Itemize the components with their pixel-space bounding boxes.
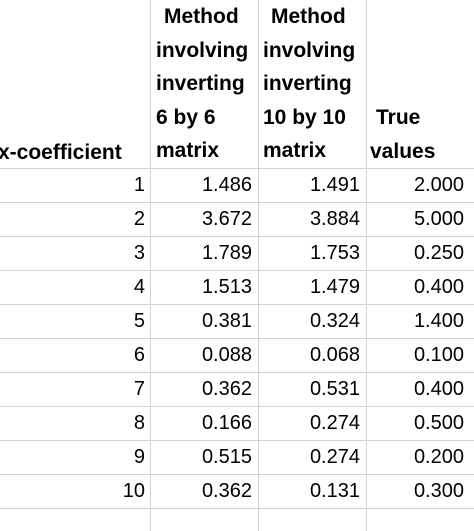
header-line: matrix [156,139,220,162]
method-10x10-cell[interactable]: 0.274 [309,412,360,434]
true-value-cell[interactable]: 5.000 [413,208,464,230]
header-true-values[interactable]: True values [370,101,435,168]
header-line: inverting [156,72,245,95]
header-line: matrix [263,139,327,162]
method-10x10-cell[interactable]: 1.491 [309,174,360,196]
true-value-cell[interactable]: 0.250 [413,242,464,264]
header-method-10x10[interactable]: Method involving inverting 10 by 10 matr… [263,0,355,168]
column-divider [366,0,367,531]
true-value-cell[interactable]: 0.200 [413,446,464,468]
row-divider [0,168,474,169]
column-divider [150,0,151,531]
true-value-cell[interactable]: 0.300 [413,480,464,502]
header-x-coefficient-label: x-coefficient [0,141,122,164]
x-coefficient-cell[interactable]: 10 [122,480,145,502]
x-coefficient-cell[interactable]: 9 [133,446,145,468]
x-coefficient-cell[interactable]: 7 [133,378,145,400]
method-10x10-cell[interactable]: 0.324 [309,310,360,332]
x-coefficient-cell[interactable]: 3 [133,242,145,264]
true-value-cell[interactable]: 0.400 [413,378,464,400]
true-value-cell[interactable]: 0.100 [413,344,464,366]
x-coefficient-cell[interactable]: 1 [133,174,145,196]
method-10x10-cell[interactable]: 0.068 [309,344,360,366]
row-divider [0,236,474,237]
method-10x10-cell[interactable]: 1.479 [309,276,360,298]
header-line: inverting [263,72,352,95]
row-divider [0,406,474,407]
row-divider [0,508,474,509]
method-10x10-cell[interactable]: 0.274 [309,446,360,468]
row-divider [0,338,474,339]
method-6x6-cell[interactable]: 3.672 [201,208,252,230]
method-10x10-cell[interactable]: 0.131 [309,480,360,502]
row-divider [0,474,474,475]
true-value-cell[interactable]: 1.400 [413,310,464,332]
method-6x6-cell[interactable]: 1.513 [201,276,252,298]
method-10x10-cell[interactable]: 1.753 [309,242,360,264]
row-divider [0,304,474,305]
column-divider [258,0,259,531]
row-divider [0,270,474,271]
header-line: involving [263,38,356,62]
header-line: 10 by 10 [263,105,346,129]
method-10x10-cell[interactable]: 0.531 [309,378,360,400]
row-divider [0,372,474,373]
header-line: Method [271,5,346,28]
method-10x10-cell[interactable]: 3.884 [309,208,360,230]
method-6x6-cell[interactable]: 0.515 [201,446,252,468]
method-6x6-cell[interactable]: 0.362 [201,480,252,502]
true-value-cell[interactable]: 0.400 [413,276,464,298]
header-line: involving [156,38,249,62]
header-line: 6 by 6 [156,105,216,129]
method-6x6-cell[interactable]: 0.381 [201,310,252,332]
method-6x6-cell[interactable]: 0.166 [201,412,252,434]
header-line: True [376,106,421,129]
header-line: Method [164,5,239,28]
header-method-6x6[interactable]: Method involving inverting 6 by 6 matrix [156,0,248,168]
row-divider [0,440,474,441]
method-6x6-cell[interactable]: 0.088 [201,344,252,366]
header-line: values [370,139,436,163]
x-coefficient-cell[interactable]: 8 [133,412,145,434]
x-coefficient-cell[interactable]: 6 [133,344,145,366]
header-x-coefficient[interactable]: x-coefficient [0,136,122,170]
x-coefficient-cell[interactable]: 2 [133,208,145,230]
row-divider [0,202,474,203]
true-value-cell[interactable]: 2.000 [413,174,464,196]
method-6x6-cell[interactable]: 1.789 [201,242,252,264]
true-value-cell[interactable]: 0.500 [413,412,464,434]
method-6x6-cell[interactable]: 0.362 [201,378,252,400]
method-6x6-cell[interactable]: 1.486 [201,174,252,196]
x-coefficient-cell[interactable]: 4 [133,276,145,298]
x-coefficient-cell[interactable]: 5 [133,310,145,332]
